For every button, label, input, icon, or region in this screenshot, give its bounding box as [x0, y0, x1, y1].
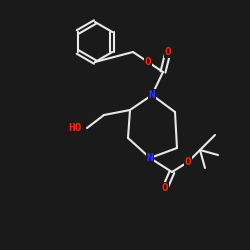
Text: HO: HO: [68, 123, 82, 133]
Text: O: O: [164, 47, 172, 57]
Text: N: N: [148, 90, 156, 100]
Text: O: O: [162, 183, 168, 193]
Text: O: O: [144, 57, 152, 67]
Text: O: O: [184, 157, 192, 167]
Text: N: N: [146, 153, 154, 163]
